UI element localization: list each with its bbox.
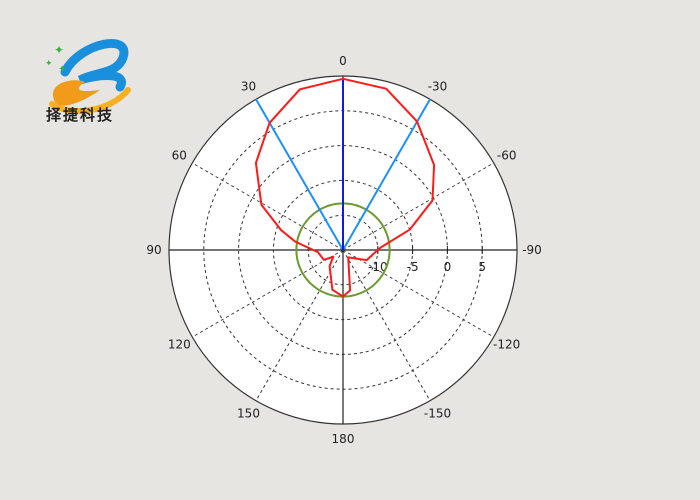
grid-spoke — [342, 249, 431, 401]
pattern-point — [299, 88, 301, 91]
grid-spoke — [192, 249, 344, 338]
pattern-point — [431, 199, 434, 202]
pattern-point — [342, 77, 344, 80]
beam-line — [255, 98, 344, 251]
pattern-point — [317, 251, 319, 253]
pattern-point — [268, 122, 271, 124]
pattern-point — [365, 259, 368, 261]
radial-tick-label: -10 — [368, 260, 388, 274]
radial-tick-label: 0 — [444, 260, 452, 274]
grid-spoke — [255, 249, 344, 401]
angle-tick-label: -150 — [424, 407, 451, 421]
pattern-point — [332, 255, 335, 258]
svg-text:✦: ✦ — [54, 43, 64, 57]
pattern-point — [260, 203, 263, 206]
radial-tick-label: -5 — [407, 260, 419, 274]
pattern-point — [347, 256, 349, 259]
pattern-point — [294, 240, 296, 243]
pattern-point — [255, 162, 257, 164]
angle-tick-label: 90 — [146, 243, 161, 257]
pattern-point — [349, 289, 351, 292]
beam-line — [342, 98, 431, 251]
radial-tick-label: 5 — [478, 260, 486, 274]
svg-text:✦: ✦ — [58, 64, 66, 75]
grid-spoke — [342, 162, 494, 251]
pattern-point — [342, 295, 344, 298]
pattern-point — [416, 120, 418, 123]
angle-tick-label: 0 — [339, 54, 347, 68]
angle-tick-label: -120 — [493, 338, 520, 352]
outer-circle — [168, 75, 518, 425]
pattern-point — [385, 87, 388, 90]
angle-tick-label: 120 — [168, 338, 191, 352]
pattern-point — [408, 228, 411, 231]
angle-tick-label: 30 — [241, 79, 256, 93]
angle-tick-label: 60 — [172, 149, 187, 163]
pattern-point — [379, 247, 381, 249]
angle-tick-label: 150 — [237, 407, 260, 421]
svg-text:✦: ✦ — [45, 59, 53, 69]
pattern-point — [331, 288, 334, 291]
pattern-point — [328, 265, 331, 267]
angle-tick-label: 180 — [332, 432, 355, 446]
angle-tick-label: -30 — [428, 79, 448, 93]
grid-spoke — [342, 249, 494, 338]
company-logo: ✦ ✦ ✦ — [45, 39, 131, 115]
pattern-point — [279, 228, 282, 231]
angle-tick-label: -90 — [522, 243, 542, 257]
pattern-point — [322, 258, 325, 261]
pattern-point — [433, 164, 435, 166]
grid-spoke — [192, 162, 344, 251]
angle-tick-label: -60 — [497, 149, 517, 163]
logo-text: 择捷科技 — [46, 106, 115, 124]
